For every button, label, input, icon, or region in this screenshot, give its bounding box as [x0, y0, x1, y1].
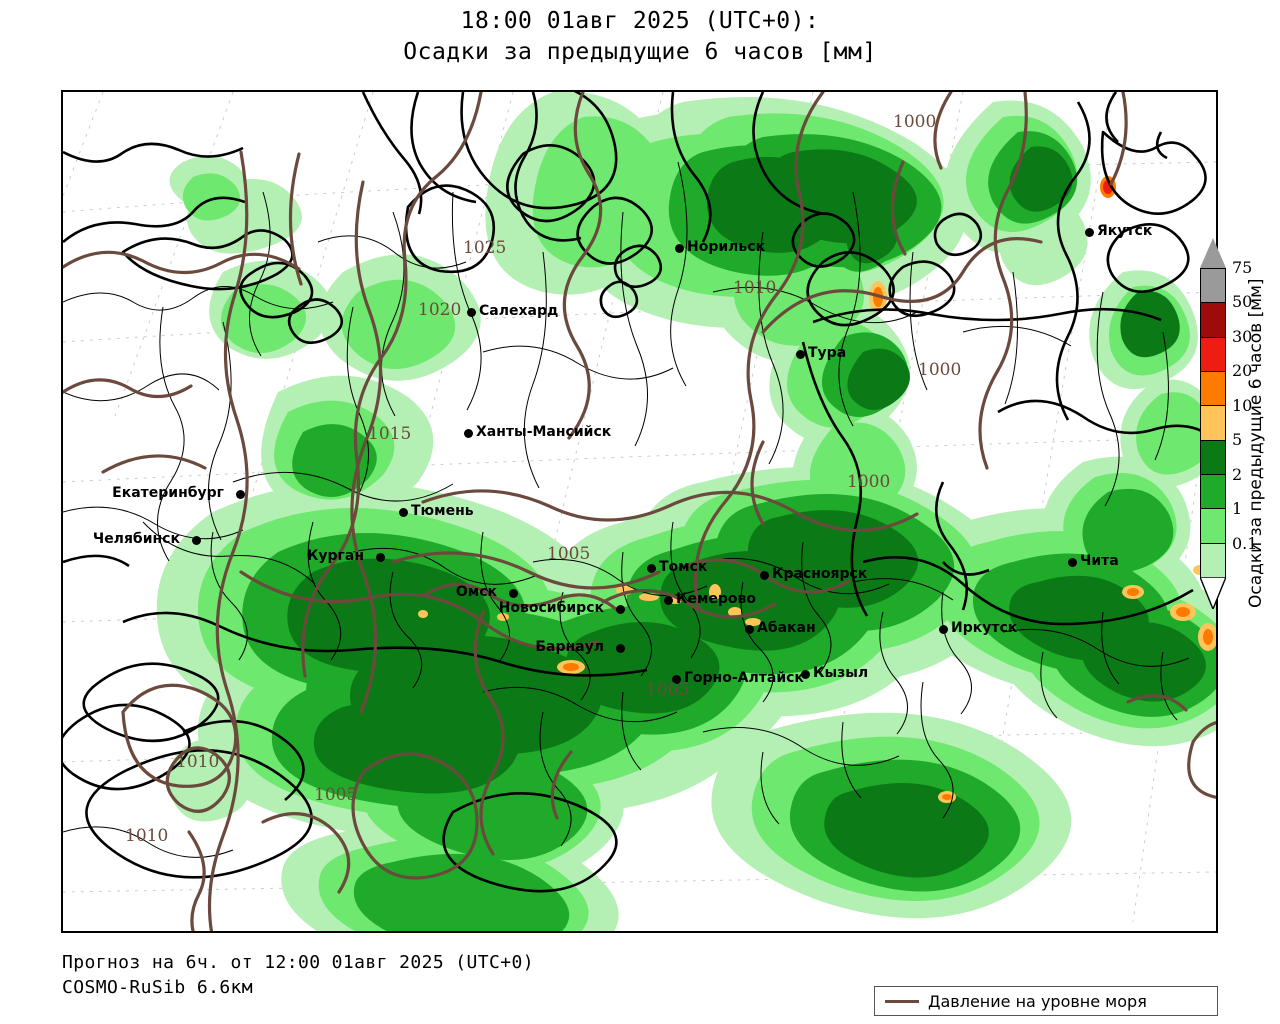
colorbar-tick-label: 30	[1232, 326, 1253, 346]
city-label: Тюмень	[411, 503, 474, 519]
colorbar-segment	[1201, 269, 1225, 304]
isobar-label: 1005	[547, 544, 591, 564]
city-dot-icon	[464, 429, 473, 438]
city-label: Горно-Алтайск	[684, 670, 804, 686]
title-datetime: 18:00 01авг 2025 (UTC+0):	[460, 8, 820, 34]
city-label: Челябинск	[92, 531, 180, 547]
colorbar-segment	[1201, 509, 1225, 544]
title-parameter: Осадки за предыдущие 6 часов [мм]	[403, 39, 877, 65]
pressure-legend: Давление на уровне моря	[874, 986, 1218, 1016]
city-dot-icon	[467, 308, 476, 317]
city-dot-icon	[796, 350, 805, 359]
city-label: Кызыл	[813, 665, 869, 681]
colorbar-over-arrow	[1200, 238, 1226, 268]
city-label: Кемерово	[676, 591, 756, 607]
colorbar-tick-label: 50	[1232, 292, 1253, 312]
page-title: 18:00 01авг 2025 (UTC+0): Осадки за пред…	[0, 6, 1280, 68]
isobar-label: 1025	[463, 238, 507, 258]
city-dot-icon	[672, 675, 681, 684]
coastline	[63, 92, 1216, 893]
colorbar[interactable]: 0.1 1 2 5 10 20 30 50 75 Осадки за предыдущие 6 …	[1196, 238, 1280, 638]
city-dot-icon	[616, 605, 625, 614]
city-dot-icon	[236, 490, 245, 499]
colorbar-tick-label: 10	[1232, 395, 1253, 415]
isobar-label: 1020	[418, 300, 462, 320]
city-dot-icon	[616, 644, 625, 653]
isobar-label: 1010	[733, 278, 777, 298]
city-label: Красноярск	[772, 566, 868, 582]
colorbar-tick-label: 75	[1232, 258, 1253, 277]
colorbar-segment	[1201, 303, 1225, 338]
city-label: Омск	[455, 584, 497, 600]
city-label: Чита	[1080, 553, 1119, 569]
colorbar-tick-label: 2	[1232, 464, 1243, 484]
city-dot-icon	[376, 553, 385, 562]
city-label: Барнаул	[535, 639, 604, 655]
isobar-label: 1005	[314, 785, 358, 805]
model-info: COSMO-RuSib 6.6км	[62, 977, 254, 998]
city-dot-icon	[664, 596, 673, 605]
city-label: Абакан	[757, 620, 816, 636]
colorbar-tick-label: 5	[1232, 430, 1243, 450]
city-label: Ханты-Мансийск	[476, 424, 612, 440]
pressure-line-swatch	[885, 999, 919, 1003]
region-borders	[63, 161, 1190, 858]
colorbar-segment	[1201, 474, 1225, 510]
isobar-label: 1015	[368, 424, 412, 444]
colorbar-tick-label: 20	[1232, 361, 1253, 381]
colorbar-tick-label: 1	[1232, 499, 1243, 519]
city-label: Новосибирск	[498, 600, 604, 616]
isobar-label: 1000	[918, 360, 962, 380]
city-label: Екатеринбург	[112, 485, 224, 501]
colorbar-segment	[1201, 406, 1225, 441]
city-dot-icon	[760, 571, 769, 580]
city-dot-icon	[745, 625, 754, 634]
city-dot-icon	[675, 244, 684, 253]
pressure-legend-label: Давление на уровне моря	[928, 991, 1147, 1011]
city-label: Салехард	[479, 303, 559, 319]
city-dot-icon	[509, 589, 518, 598]
colorbar-segment	[1201, 440, 1225, 475]
isobars	[63, 92, 1216, 931]
colorbar-axis-title: Осадки за предыдущие 6 часов [мм]	[1246, 278, 1266, 608]
map-canvas	[63, 92, 1216, 931]
city-label: Тура	[808, 345, 847, 361]
isobar-label: 1000	[847, 472, 891, 492]
colorbar-segment	[1201, 543, 1225, 577]
city-label: Иркутск	[951, 620, 1018, 636]
isobar-label: 1010	[176, 752, 220, 772]
isobar-label: 1005	[646, 680, 690, 700]
city-label: Норильск	[687, 239, 766, 255]
city-dot-icon	[192, 536, 201, 545]
colorbar-segment	[1201, 337, 1225, 372]
colorbar-tick-label: 0.1	[1232, 533, 1258, 553]
footer-info: Прогноз на 6ч. от 12:00 01авг 2025 (UTC+…	[62, 950, 534, 1000]
colorbar-under-arrow	[1200, 577, 1226, 609]
colorbar-ticks: 0.1 1 2 5 10 20 30 50 75	[1230, 260, 1280, 578]
city-dot-icon	[801, 670, 810, 679]
city-dot-icon	[1068, 558, 1077, 567]
city-dot-icon	[647, 564, 656, 573]
isobar-label: 1000	[893, 112, 937, 132]
isobar-label: 1010	[125, 826, 169, 846]
city-label: Курган	[306, 548, 364, 564]
city-label: Якутск	[1097, 223, 1153, 239]
weather-map[interactable]: Якутск Норильск Салехард Тура Ханты-Мансийск…	[61, 90, 1218, 933]
forecast-info: Прогноз на 6ч. от 12:00 01авг 2025 (UTC+…	[62, 952, 534, 973]
city-dot-icon	[399, 508, 408, 517]
city-dot-icon	[1085, 228, 1094, 237]
city-label: Томск	[659, 559, 708, 575]
colorbar-bar	[1200, 268, 1226, 578]
city-dot-icon	[939, 625, 948, 634]
colorbar-segment	[1201, 371, 1225, 407]
